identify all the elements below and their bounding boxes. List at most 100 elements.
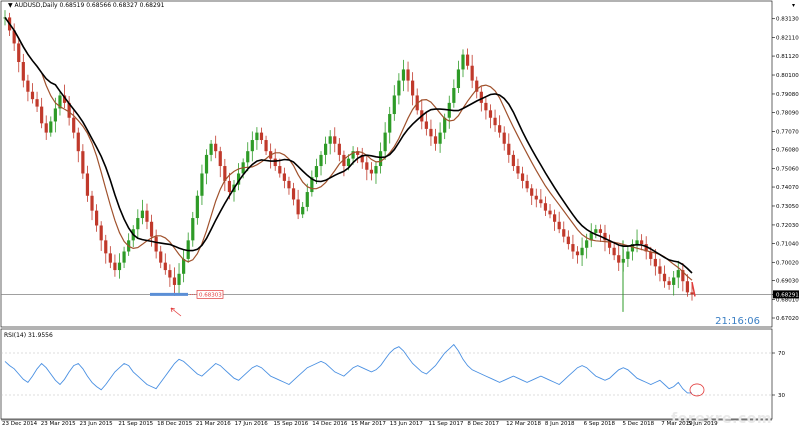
candle-body <box>681 270 685 282</box>
price-tick-label: 0.77070 <box>776 129 799 135</box>
candle-body <box>108 253 112 263</box>
candle-body <box>507 143 511 155</box>
price-tick-label: 0.68291 <box>776 292 799 298</box>
selected-level-marker[interactable] <box>150 292 188 296</box>
candle-body <box>498 125 502 133</box>
candle-body <box>653 258 657 267</box>
candle-body <box>539 199 543 204</box>
price-tick-label: 0.81120 <box>776 54 799 60</box>
candle-body <box>378 151 383 167</box>
candle-body <box>227 180 232 193</box>
triangle-down-icon: ▼ <box>8 2 15 9</box>
candle-body <box>465 54 470 66</box>
rsi-tick-label: 30 <box>778 393 785 399</box>
candle-body <box>557 221 561 230</box>
candle-body <box>35 99 39 107</box>
rsi-tick-label: 70 <box>778 351 785 357</box>
moving-average-fast <box>4 17 693 281</box>
candle-body <box>191 218 195 241</box>
candle-body <box>365 162 369 170</box>
date-axis-label: 12 Mar 2018 <box>506 421 541 427</box>
current-price-box <box>773 290 799 299</box>
rsi-line <box>4 343 692 394</box>
candle-body <box>346 158 351 167</box>
candle-body <box>598 229 602 233</box>
candle-body <box>314 166 319 178</box>
candle-body <box>81 151 85 174</box>
date-axis-label: 13 Jun 2017 <box>389 421 423 427</box>
candle-body <box>617 255 621 263</box>
candle-body <box>140 210 144 219</box>
candle-body <box>58 95 62 109</box>
candle-body <box>575 251 580 256</box>
window-corner-icon[interactable]: ▾ <box>792 2 796 9</box>
date-axis-label: 7 Mar 2019 <box>661 421 693 427</box>
candle-body <box>40 106 44 124</box>
candle-body <box>90 195 94 211</box>
candle-body <box>72 117 76 133</box>
candle-body <box>49 121 53 133</box>
candle-body <box>470 65 474 81</box>
price-frame <box>0 0 773 328</box>
candle-body <box>310 177 314 193</box>
candle-body <box>461 54 465 70</box>
candle-body <box>319 154 323 167</box>
date-axis: 23 Dec 2014 23 Mar 2015 23 Jun 2015 21 Sep … <box>0 420 800 436</box>
candle-body <box>525 180 529 189</box>
candle-body <box>172 277 177 285</box>
candle-body <box>429 128 433 137</box>
date-axis-label: 15 Mar 2017 <box>351 421 386 427</box>
candle-body <box>630 244 635 252</box>
candle-body <box>301 206 305 215</box>
candle-body <box>603 232 607 241</box>
date-axis-label: 23 Jun 2015 <box>79 421 113 427</box>
date-axis-label: 14 Dec 2016 <box>312 421 348 427</box>
candle-body <box>424 121 428 129</box>
candle-body <box>607 240 612 248</box>
candle-body <box>113 262 117 271</box>
price-tick-label: 0.78090 <box>776 110 799 116</box>
date-axis-label: 5 Dec 2018 <box>622 421 655 427</box>
price-tick-label: 0.70020 <box>776 260 799 266</box>
candle-body <box>30 91 35 100</box>
candle-body <box>209 143 213 155</box>
candle-body <box>548 210 552 215</box>
candle-body <box>204 154 209 174</box>
date-axis-label: 23 Dec 2014 <box>2 421 38 427</box>
candle-body <box>456 69 461 89</box>
candle-body <box>356 151 360 155</box>
candle-body <box>168 270 172 278</box>
candle-body <box>177 273 181 285</box>
candle-body <box>163 262 167 271</box>
symbol-title: AUDUSD,Daily <box>14 2 58 9</box>
chart-title: ▼ AUDUSD,Daily 0.68519 0.68566 0.68327 0… <box>8 2 164 9</box>
ohlc-values: 0.68519 0.68566 0.68327 0.68291 <box>59 2 165 9</box>
candle-body <box>291 188 296 200</box>
date-axis-label: 8 Jun 2018 <box>544 421 575 427</box>
candle-body <box>17 43 21 63</box>
candle-body <box>95 210 99 226</box>
price-tick-label: 0.75060 <box>776 167 799 173</box>
candle-body <box>246 151 250 163</box>
candle-body <box>12 30 16 44</box>
price-tick-label: 0.69030 <box>776 279 799 285</box>
candle-body <box>443 117 447 133</box>
price-tick-label: 0.71040 <box>776 241 799 247</box>
candle-body <box>67 102 71 118</box>
candle-body <box>85 173 90 196</box>
candle-body <box>360 154 364 163</box>
candle-body <box>21 62 25 81</box>
candle-body <box>282 173 286 181</box>
candle-body <box>26 80 30 92</box>
price-tag-box <box>196 290 224 299</box>
candle-body <box>324 143 328 155</box>
last-candle-highlight <box>691 281 696 297</box>
candle-body <box>516 166 520 174</box>
candle-body <box>223 166 227 181</box>
date-axis-label: 21 Sep 2015 <box>118 421 154 427</box>
candle-body <box>53 108 57 122</box>
candle-body <box>488 110 493 118</box>
